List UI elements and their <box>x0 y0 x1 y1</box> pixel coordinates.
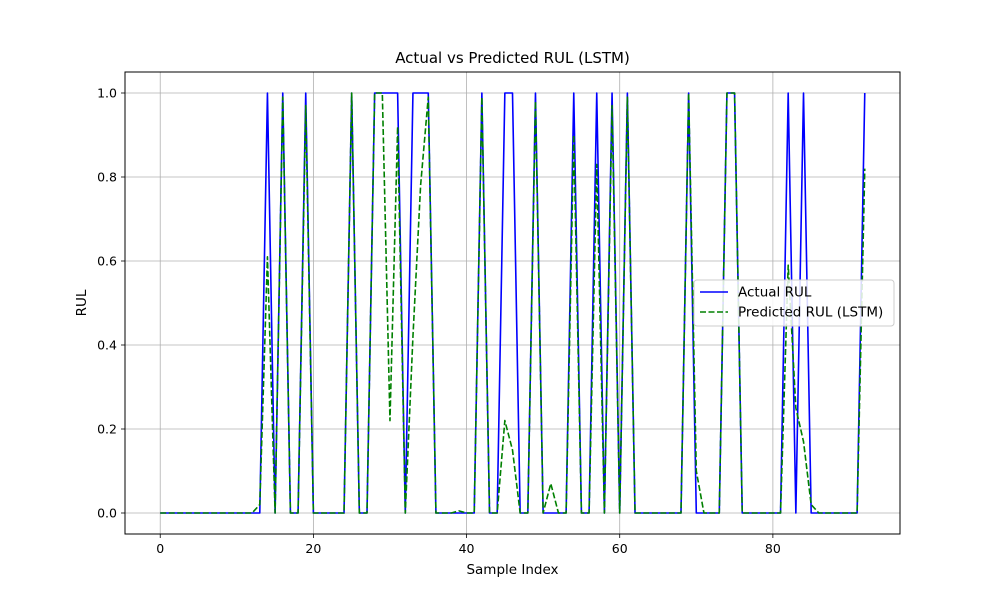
x-tick-label: 40 <box>459 541 475 556</box>
legend: Actual RUL Predicted RUL (LSTM) <box>693 279 895 327</box>
chart-title: Actual vs Predicted RUL (LSTM) <box>395 49 630 67</box>
y-axis-title: RUL <box>74 289 90 316</box>
series-lines <box>160 92 866 514</box>
x-axis-title: Sample Index <box>466 562 558 578</box>
y-tick-label: 1.0 <box>97 86 117 101</box>
legend-label-0: Actual RUL <box>738 285 812 301</box>
y-tick-label: 0.4 <box>97 338 117 353</box>
x-tick-label: 80 <box>765 541 781 556</box>
y-tick-label: 0.8 <box>97 170 117 185</box>
y-tick-label: 0.0 <box>97 506 117 521</box>
x-tick-label: 0 <box>156 541 164 556</box>
series-line-1 <box>160 92 866 514</box>
x-tick-label: 60 <box>612 541 628 556</box>
y-tick-label: 0.2 <box>97 422 117 437</box>
legend-box <box>693 279 895 327</box>
legend-label-1: Predicted RUL (LSTM) <box>738 305 883 321</box>
y-tick-label: 0.6 <box>97 254 117 269</box>
x-tick-label: 20 <box>305 541 321 556</box>
axis-ticks: 0 20 40 60 80 0.0 0.2 0.4 0.6 0.8 1.0 <box>97 86 781 557</box>
plot-frame <box>124 71 901 535</box>
